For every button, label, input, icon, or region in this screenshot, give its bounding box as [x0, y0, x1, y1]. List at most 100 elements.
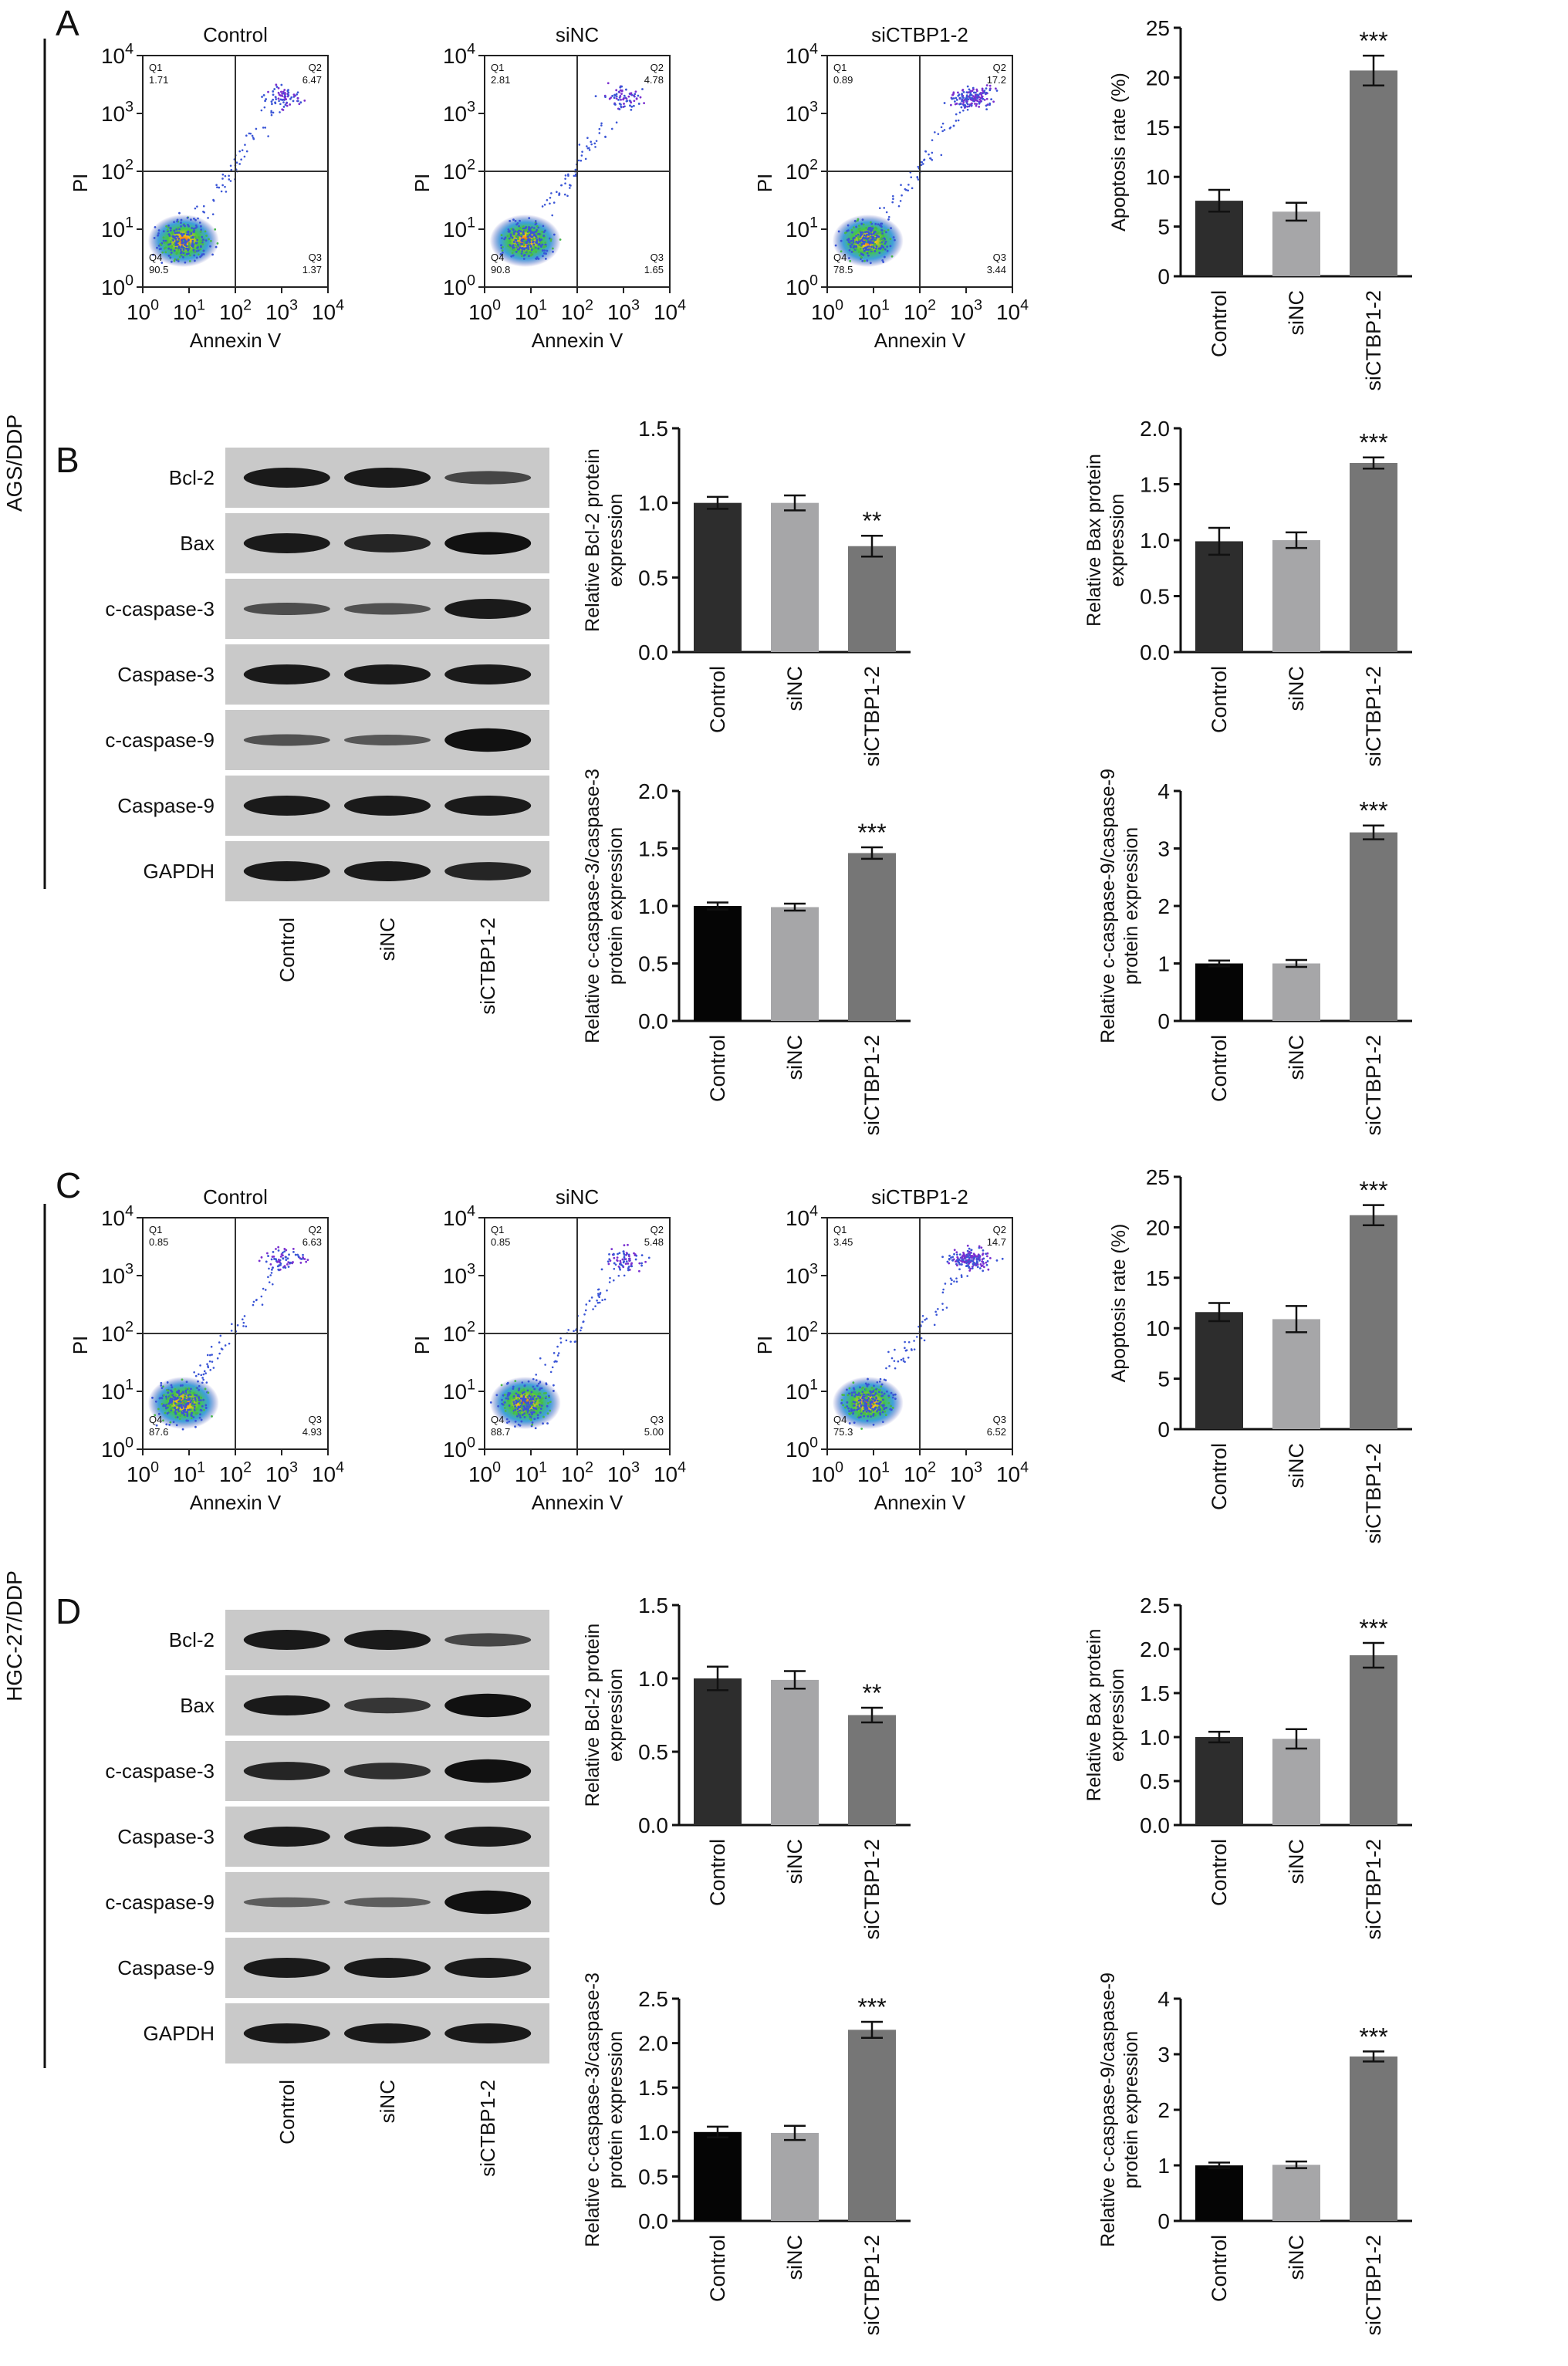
- event-dot: [965, 1265, 968, 1268]
- event-dot: [221, 177, 224, 180]
- quadrant-name: Q4: [491, 1414, 504, 1425]
- event-dot: [872, 1414, 875, 1417]
- event-dot: [174, 1387, 177, 1391]
- event-dot: [182, 1411, 185, 1414]
- event-dot: [859, 1401, 862, 1404]
- event-dot: [847, 1394, 850, 1397]
- event-dot: [537, 1407, 540, 1410]
- event-dot: [858, 225, 860, 227]
- event-dot: [861, 1397, 864, 1400]
- event-dot: [977, 94, 980, 97]
- event-dot: [203, 1370, 206, 1373]
- event-dot: [883, 1392, 886, 1395]
- event-dot: [185, 240, 188, 243]
- protein-band: [243, 1958, 330, 1978]
- event-dot: [569, 187, 571, 189]
- event-dot: [965, 94, 968, 97]
- event-dot: [514, 244, 517, 247]
- event-dot: [538, 237, 541, 240]
- event-dot: [512, 254, 515, 257]
- event-dot: [194, 218, 197, 221]
- event-dot: [953, 1252, 955, 1256]
- event-dot: [512, 232, 515, 235]
- event-dot: [625, 1260, 628, 1262]
- event-dot: [545, 252, 547, 255]
- protein-band: [344, 1827, 431, 1847]
- event-dot: [934, 1310, 937, 1313]
- event-dot: [593, 142, 596, 145]
- event-dot: [862, 1386, 864, 1389]
- event-dot: [179, 1415, 182, 1418]
- event-dot: [167, 243, 170, 246]
- event-dot: [515, 1392, 518, 1395]
- event-dot: [978, 102, 981, 105]
- event-dot: [161, 251, 164, 254]
- event-dot: [934, 131, 936, 134]
- event-dot: [852, 239, 855, 242]
- event-dot: [265, 98, 268, 100]
- event-dot: [261, 1303, 264, 1306]
- bar: [1272, 1319, 1320, 1429]
- event-dot: [612, 1279, 615, 1282]
- event-dot: [974, 91, 977, 94]
- event-dot: [224, 185, 226, 188]
- event-dot: [501, 1398, 503, 1401]
- y-tick-label: 104: [443, 40, 475, 68]
- x-tick-label: Control: [706, 2235, 729, 2302]
- event-dot: [860, 1412, 863, 1415]
- event-dot: [186, 1413, 189, 1415]
- blot-band-label: c-caspase-9: [105, 1891, 215, 1914]
- event-dot: [161, 242, 164, 245]
- event-dot: [968, 1253, 971, 1256]
- event-dot: [539, 239, 542, 242]
- event-dot: [520, 1406, 523, 1409]
- event-dot: [859, 247, 862, 250]
- event-dot: [907, 1356, 910, 1359]
- flow-x-label: Annexin V: [532, 329, 623, 352]
- event-dot: [867, 254, 870, 257]
- event-dot: [985, 91, 988, 94]
- event-dot: [211, 253, 214, 256]
- event-dot: [851, 1402, 853, 1404]
- event-dot: [539, 1381, 542, 1383]
- event-dot: [904, 1340, 906, 1344]
- event-dot: [500, 234, 503, 237]
- event-dot: [931, 151, 934, 154]
- event-dot: [875, 234, 878, 237]
- x-tick-label: 104: [996, 296, 1029, 324]
- event-dot: [197, 253, 200, 256]
- event-dot: [514, 1420, 517, 1423]
- event-dot: [937, 1307, 939, 1310]
- event-dot: [858, 254, 861, 257]
- quadrant-name: Q2: [309, 62, 322, 73]
- event-dot: [640, 1262, 644, 1265]
- event-dot: [925, 1317, 928, 1320]
- event-dot: [985, 1261, 988, 1264]
- event-dot: [509, 230, 511, 232]
- event-dot: [543, 249, 546, 252]
- event-dot: [287, 91, 290, 94]
- event-dot: [171, 245, 174, 248]
- event-dot: [523, 239, 526, 242]
- y-axis-label: Relative c-caspase-3/caspase-3protein ex…: [582, 1972, 627, 2247]
- event-dot: [292, 1247, 295, 1250]
- protein-band: [243, 664, 330, 684]
- flow-plot-title: siNC: [556, 23, 599, 46]
- event-dot: [296, 93, 299, 96]
- event-dot: [509, 235, 512, 238]
- event-dot: [511, 252, 514, 255]
- event-dot: [177, 1400, 181, 1403]
- event-dot: [970, 1249, 973, 1252]
- event-dot: [529, 238, 532, 241]
- quadrant-name: Q4: [833, 252, 847, 263]
- protein-band: [344, 735, 431, 745]
- event-dot: [985, 104, 988, 107]
- event-dot: [182, 255, 184, 259]
- quadrant-value: 3.44: [987, 264, 1006, 275]
- x-tick-label: siCTBP1-2: [1362, 1839, 1385, 1940]
- event-dot: [614, 1263, 617, 1266]
- event-dot: [966, 1244, 969, 1247]
- event-dot: [204, 1372, 207, 1374]
- event-dot: [536, 228, 539, 232]
